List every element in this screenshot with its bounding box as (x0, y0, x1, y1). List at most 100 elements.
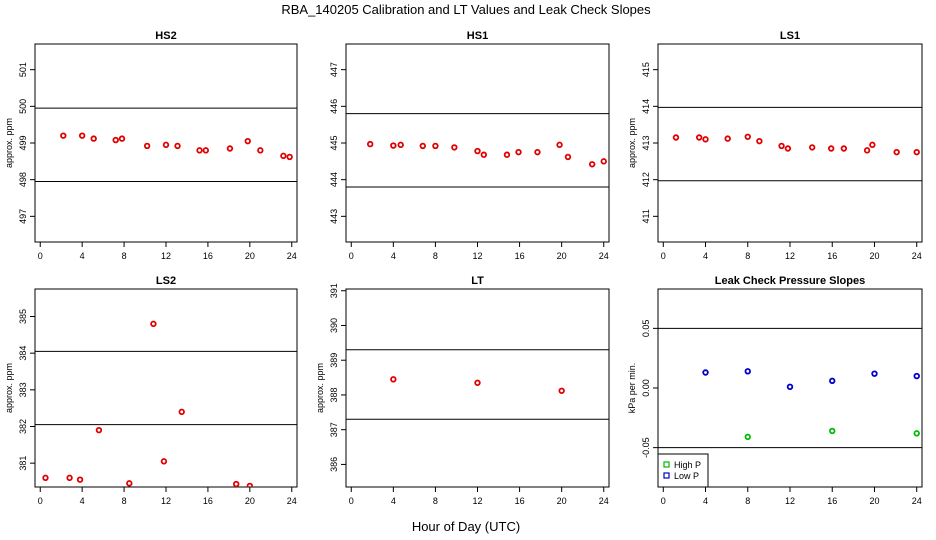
x-tick-label: 4 (80, 496, 85, 506)
x-tick-label: 0 (661, 251, 666, 261)
data-point-lt (390, 376, 397, 383)
data-point-hs2 (112, 136, 119, 144)
x-tick-label: 16 (515, 496, 525, 506)
panel-ls1: LS1 approx. ppm 0 4 8 12 16 20 24 411 412 413 414 415 (627, 30, 923, 261)
data-point-ls1 (672, 134, 680, 141)
panel-ls2: LS2 approx. ppm 0 4 8 12 16 20 24 381 382 383 384 385 (4, 275, 298, 506)
data-point-ls1 (869, 141, 876, 149)
x-tick-label: 4 (80, 251, 85, 261)
data-point-hs1 (564, 153, 572, 161)
x-tick-label: 20 (869, 496, 879, 506)
y-axis-label: kPa per min. (627, 363, 637, 414)
y-tick-label: 381 (18, 456, 28, 471)
data-point-ls1 (827, 145, 835, 152)
data-point-hs2 (280, 152, 287, 160)
plot-frame (345, 43, 610, 243)
data-point-hs1 (503, 151, 511, 158)
data-points (672, 133, 920, 156)
y-tick-label: 382 (18, 419, 28, 434)
data-point-lt (474, 379, 481, 386)
y-tick-label: 386 (329, 457, 339, 472)
x-tick-label: 24 (912, 251, 922, 261)
data-point-ls1 (778, 142, 785, 150)
legend-label: High P (674, 460, 701, 470)
data-point-hs1 (515, 148, 522, 156)
data-points (60, 132, 293, 161)
y-tick-label: 446 (329, 99, 339, 114)
x-tick-label: 12 (785, 496, 795, 506)
y-tick-label: 391 (329, 283, 339, 298)
data-point-lt (558, 387, 565, 394)
data-point-hs2 (286, 153, 293, 161)
data-point-ls1 (863, 147, 871, 154)
y-axis-label: approx. ppm (627, 118, 637, 168)
x-tick-label: 20 (869, 251, 879, 261)
x-tick-label: 16 (827, 496, 837, 506)
data-point-hs2 (257, 147, 264, 154)
x-tick-label: 12 (472, 251, 482, 261)
data-points (702, 368, 920, 441)
x-tick-label: 20 (245, 251, 255, 261)
data-point-hs1 (474, 147, 481, 155)
data-point-high-p (913, 430, 920, 437)
y-axis-label: approx. ppm (315, 363, 325, 413)
panel-leak-check-pressure-slopes: Leak Check Pressure Slopes kPa per min. 0 4… (627, 275, 923, 506)
y-tick-label: -0.05 (641, 437, 651, 458)
panel-hs2: HS2 approx. ppm 0 4 8 12 16 20 24 497 498 499 500 501 (4, 30, 298, 261)
panel-hs1: HS1 0 4 8 12 16 20 24 443 444 445 446 447 (329, 30, 610, 261)
data-point-hs2 (162, 141, 170, 149)
figure-xlabel: Hour of Day (UTC) (412, 519, 520, 534)
y-tick-label: 445 (329, 135, 339, 150)
data-point-hs2 (60, 132, 67, 139)
x-tick-label: 4 (391, 496, 396, 506)
plot-frame (34, 288, 298, 488)
data-point-hs2 (226, 145, 234, 152)
data-point-hs2 (202, 147, 210, 154)
data-point-ls2 (95, 426, 103, 434)
data-point-ls2 (178, 408, 185, 416)
data-point-ls2 (76, 476, 84, 483)
x-tick-label: 16 (515, 251, 525, 261)
x-tick-label: 8 (122, 496, 127, 506)
legend-marker (663, 461, 670, 468)
legend-label: Low P (674, 471, 699, 481)
figure-title: RBA_140205 Calibration and LT Values and… (281, 2, 651, 17)
data-point-high-p (744, 433, 751, 441)
data-point-ls1 (840, 145, 848, 152)
y-tick-label: 415 (641, 62, 651, 77)
x-tick-label: 24 (599, 251, 609, 261)
x-tick-label: 20 (557, 251, 567, 261)
x-tick-label: 8 (433, 251, 438, 261)
data-point-hs2 (78, 132, 86, 139)
data-point-high-p (829, 427, 836, 435)
panel-title: HS2 (155, 30, 176, 42)
x-tick-label: 16 (827, 251, 837, 261)
y-tick-label: 500 (18, 99, 28, 114)
data-point-hs2 (244, 137, 251, 145)
data-point-hs2 (143, 142, 151, 150)
data-point-hs1 (588, 161, 596, 168)
data-point-low-p (702, 369, 709, 376)
x-tick-label: 16 (203, 251, 213, 261)
x-tick-label: 8 (122, 251, 127, 261)
data-point-ls1 (808, 144, 816, 151)
data-point-hs2 (174, 142, 181, 150)
x-tick-label: 16 (203, 496, 213, 506)
data-point-ls1 (724, 135, 731, 142)
y-tick-label: 389 (329, 353, 339, 368)
panel-title: LS1 (780, 30, 800, 42)
x-tick-label: 8 (745, 251, 750, 261)
x-tick-label: 8 (433, 496, 438, 506)
panel-title: LT (471, 275, 484, 287)
x-tick-label: 0 (38, 251, 43, 261)
y-tick-label: 411 (641, 209, 651, 223)
data-point-hs2 (196, 147, 203, 154)
panel-title: HS1 (467, 30, 488, 42)
x-tick-label: 12 (785, 251, 795, 261)
x-tick-label: 24 (912, 496, 922, 506)
data-point-hs2 (118, 135, 126, 142)
y-tick-label: 414 (641, 99, 651, 114)
y-tick-label: 443 (329, 209, 339, 224)
data-point-ls1 (695, 134, 703, 141)
panels: HS2 approx. ppm 0 4 8 12 16 20 24 497 498 499 500 501… (4, 30, 923, 506)
